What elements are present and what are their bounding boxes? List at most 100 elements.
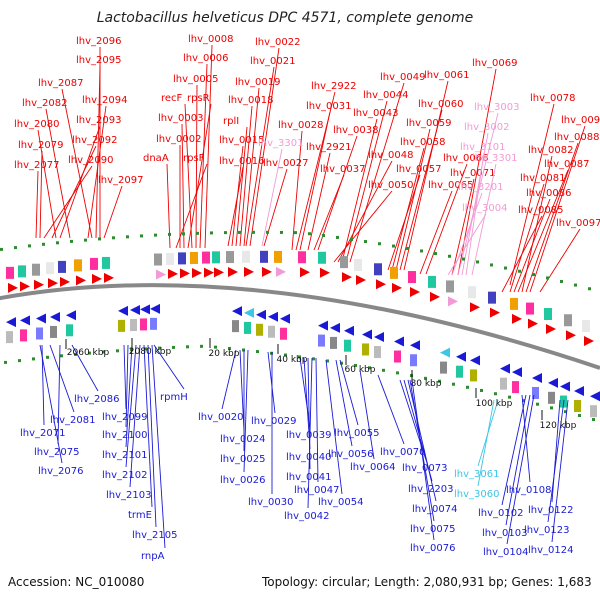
gene-label[interactable]: lhv_0066 — [443, 153, 488, 164]
gene-label[interactable]: lhv_0097 — [556, 218, 600, 229]
gene-label[interactable]: lhv_0071 — [450, 168, 495, 179]
gene-label[interactable]: lhv_2079 — [18, 140, 63, 151]
reverse-gene-arrow[interactable] — [150, 303, 160, 314]
gene-label[interactable]: lhv_2095 — [76, 55, 121, 66]
gene-label[interactable]: lhv_0019 — [235, 77, 280, 88]
gene-label[interactable]: lhv_2071 — [20, 428, 65, 439]
forward-gene-arrow[interactable] — [8, 282, 18, 293]
gene-label[interactable]: lhv_2093 — [76, 115, 121, 126]
gene-label[interactable]: lhv_3301 — [258, 138, 303, 149]
gene-label[interactable]: lhv_2086 — [74, 394, 119, 405]
gene-label[interactable]: lhv_3004 — [462, 203, 507, 214]
forward-gene-arrow[interactable] — [512, 313, 522, 324]
forward-gene-arrow[interactable] — [276, 266, 286, 277]
gene-label[interactable]: lhv_0005 — [173, 74, 218, 85]
reverse-gene-arrow[interactable] — [560, 381, 570, 392]
gene-label[interactable]: lhv_2087 — [38, 78, 83, 89]
gene-label[interactable]: lhv_2203 — [408, 484, 453, 495]
gene-label[interactable]: lhv_0058 — [400, 137, 445, 148]
reverse-gene-arrow[interactable] — [330, 322, 340, 333]
gene-label[interactable]: lhv_0054 — [318, 497, 363, 508]
forward-gene-arrow[interactable] — [60, 276, 70, 287]
gene-label[interactable]: lhv_0122 — [528, 505, 573, 516]
gene-label[interactable]: rplI — [223, 116, 239, 127]
gene-label[interactable]: lhv_0078 — [530, 93, 575, 104]
forward-gene-arrow[interactable] — [320, 267, 330, 278]
reverse-gene-arrow[interactable] — [512, 367, 522, 378]
reverse-gene-arrow[interactable] — [532, 372, 542, 383]
gene-label[interactable]: lhv_2921 — [306, 142, 351, 153]
forward-gene-arrow[interactable] — [156, 269, 166, 280]
reverse-gene-arrow[interactable] — [130, 305, 140, 316]
forward-gene-arrow[interactable] — [300, 267, 310, 278]
gene-label[interactable]: lhv_0085 — [518, 205, 563, 216]
reverse-gene-arrow[interactable] — [590, 391, 600, 402]
gene-label[interactable]: lhv_0043 — [353, 108, 398, 119]
gene-label[interactable]: rpsR — [187, 93, 210, 104]
gene-label[interactable]: lhv_2101 — [102, 450, 147, 461]
forward-gene-arrow[interactable] — [34, 279, 44, 290]
gene-label[interactable]: rpmH — [160, 392, 188, 403]
forward-gene-arrow[interactable] — [244, 266, 254, 277]
gene-label[interactable]: lhv_0104 — [483, 547, 528, 558]
gene-label[interactable]: lhv_0008 — [188, 34, 233, 45]
gene-label[interactable]: lhv_0064 — [350, 462, 395, 473]
gene-label[interactable]: lhv_2077 — [14, 160, 59, 171]
gene-label[interactable]: trmE — [128, 510, 152, 521]
reverse-gene-arrow[interactable] — [344, 325, 354, 336]
gene-label[interactable]: lhv_0037 — [320, 164, 365, 175]
gene-label[interactable]: lhv_0087 — [544, 159, 589, 170]
gene-label[interactable]: lhv_0026 — [220, 475, 265, 486]
forward-gene-arrow[interactable] — [228, 267, 238, 278]
gene-label[interactable]: lhv_3003 — [474, 102, 519, 113]
reverse-gene-arrow[interactable] — [118, 305, 128, 316]
gene-label[interactable]: lhv_0022 — [255, 37, 300, 48]
reverse-gene-arrow[interactable] — [256, 309, 266, 320]
gene-label[interactable]: lhv_2099 — [102, 412, 147, 423]
gene-label[interactable]: lhv_0070 — [380, 447, 425, 458]
gene-label[interactable]: lhv_0050 — [368, 180, 413, 191]
gene-label[interactable]: lhv_0015 — [219, 135, 264, 146]
forward-gene-arrow[interactable] — [448, 296, 458, 307]
forward-gene-arrow[interactable] — [528, 318, 538, 329]
gene-label[interactable]: lhv_0049 — [380, 72, 425, 83]
reverse-gene-arrow[interactable] — [6, 317, 16, 328]
forward-gene-arrow[interactable] — [356, 274, 366, 285]
forward-gene-arrow[interactable] — [392, 282, 402, 293]
gene-label[interactable]: lhv_0038 — [333, 125, 378, 136]
gene-label[interactable]: lhv_2922 — [311, 81, 356, 92]
gene-label[interactable]: lhv_2075 — [34, 447, 79, 458]
reverse-gene-arrow[interactable] — [548, 377, 558, 388]
gene-label[interactable]: lhv_0003 — [158, 113, 203, 124]
gene-label[interactable]: lhv_2102 — [102, 470, 147, 481]
reverse-gene-arrow[interactable] — [374, 332, 384, 343]
forward-gene-arrow[interactable] — [104, 272, 114, 283]
gene-label[interactable]: lhv_2081 — [50, 415, 95, 426]
forward-gene-arrow[interactable] — [20, 281, 30, 292]
gene-label[interactable]: lhv_0044 — [363, 90, 408, 101]
gene-label[interactable]: lhv_0024 — [220, 434, 265, 445]
reverse-gene-arrow[interactable] — [66, 310, 76, 321]
gene-label[interactable]: recF — [161, 93, 183, 104]
forward-gene-arrow[interactable] — [168, 268, 178, 279]
gene-label[interactable]: lhv_3301 — [472, 153, 517, 164]
reverse-gene-arrow[interactable] — [394, 336, 404, 347]
forward-gene-arrow[interactable] — [92, 273, 102, 284]
gene-label[interactable]: lhv_0057 — [396, 164, 441, 175]
reverse-gene-arrow[interactable] — [36, 313, 46, 324]
gene-label[interactable]: lhv_0061 — [424, 70, 469, 81]
reverse-gene-arrow[interactable] — [20, 315, 30, 326]
reverse-gene-arrow[interactable] — [362, 329, 372, 340]
gene-label[interactable]: lhv_2090 — [68, 155, 113, 166]
gene-label[interactable]: lhv_2096 — [76, 36, 121, 47]
gene-label[interactable]: lhv_0091 — [561, 115, 600, 126]
reverse-gene-arrow[interactable] — [232, 306, 242, 317]
gene-label[interactable]: lhv_0040 — [286, 452, 331, 463]
gene-label[interactable]: lhv_2094 — [82, 95, 127, 106]
gene-label[interactable]: rpsF — [183, 153, 205, 164]
gene-label[interactable]: lhv_0074 — [412, 504, 457, 515]
reverse-gene-arrow[interactable] — [500, 363, 510, 374]
gene-label[interactable]: dnaA — [143, 153, 169, 164]
gene-label[interactable]: lhv_0006 — [183, 53, 228, 64]
forward-gene-arrow[interactable] — [490, 307, 500, 318]
